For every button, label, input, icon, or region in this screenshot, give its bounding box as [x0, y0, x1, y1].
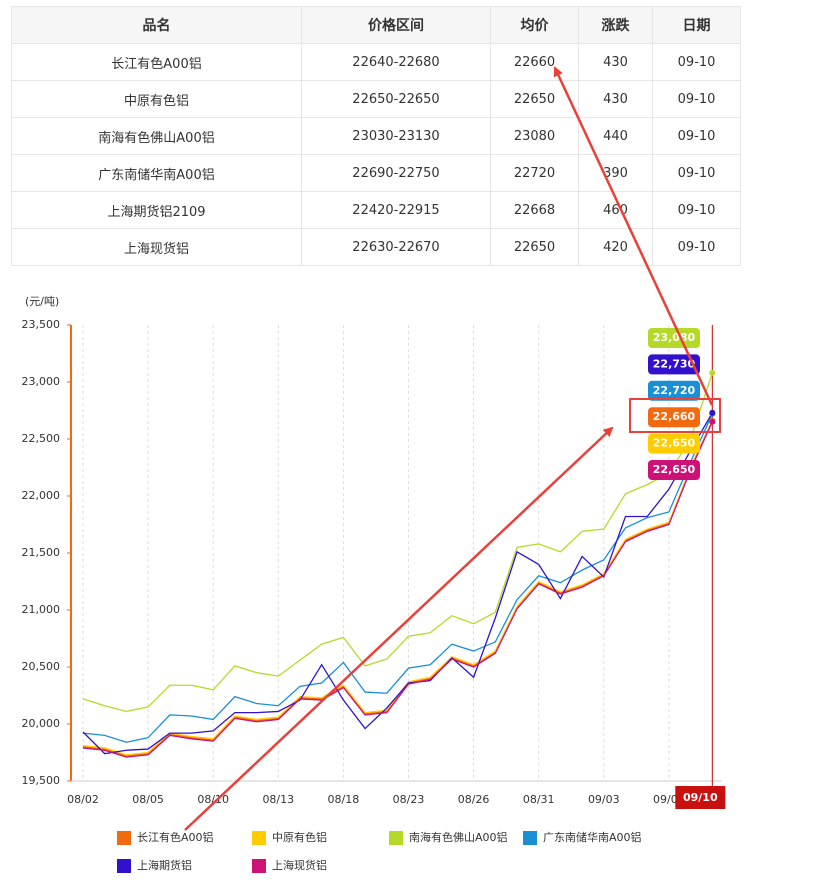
table-row: 中原有色铝 22650-22650 22650 430 09-10 [11, 80, 741, 118]
end-point [709, 409, 716, 416]
table-cell: 390 [578, 154, 653, 192]
table-cell: 09-10 [652, 154, 741, 192]
value-label: 22,720 [653, 384, 696, 397]
series-line [82, 421, 713, 756]
legend-swatch [389, 831, 403, 845]
legend-label: 广东南储华南A00铝 [543, 830, 642, 844]
table-cell: 22650-22650 [301, 80, 491, 118]
legend-label: 上海现货铝 [272, 858, 327, 872]
legend-swatch [117, 859, 131, 873]
legend-label: 中原有色铝 [272, 830, 327, 844]
legend-swatch [252, 831, 266, 845]
table-cell: 广东南储华南A00铝 [11, 154, 302, 192]
value-label: 22,650 [653, 437, 696, 450]
value-badge [648, 433, 700, 454]
value-badge [648, 460, 700, 480]
x-tick-label: 08/18 [328, 793, 360, 806]
column-header: 品名 [11, 6, 302, 44]
highlight-box [629, 398, 721, 433]
table-cell: 中原有色铝 [11, 80, 302, 118]
value-label: 22,660 [653, 410, 696, 423]
legend-label: 南海有色佛山A00铝 [409, 830, 508, 844]
table-cell: 22420-22915 [301, 191, 491, 229]
series-line [82, 372, 713, 713]
value-label: 23,080 [653, 331, 696, 344]
x-tick-label: 08/26 [458, 793, 490, 806]
arrow [553, 66, 714, 406]
y-tick-label: 22,500 [22, 432, 61, 445]
price-table: 品名 价格区间 均价 涨跌 日期 长江有色A00铝 22640-22680 22660 430… [11, 6, 741, 266]
legend-swatch [252, 859, 266, 873]
y-tick-label: 20,000 [22, 717, 61, 730]
header-row: 品名 价格区间 均价 涨跌 日期 [11, 6, 741, 44]
legend-label: 上海期货铝 [137, 858, 192, 872]
legend-swatch [523, 831, 537, 845]
table-cell: 22650 [490, 228, 579, 266]
table-cell: 430 [578, 43, 653, 81]
series-line [82, 421, 713, 758]
table-cell: 430 [578, 80, 653, 118]
table-cell: 22640-22680 [301, 43, 491, 81]
series-line [82, 420, 713, 757]
series-line [82, 412, 713, 755]
legend-swatch [117, 831, 131, 845]
arrow [184, 426, 614, 831]
table-cell: 南海有色佛山A00铝 [11, 117, 302, 155]
table-row: 南海有色佛山A00铝 23030-23130 23080 440 09-10 [11, 117, 741, 155]
y-tick-label: 21,500 [22, 546, 61, 559]
x-tick-label: 08/23 [393, 793, 425, 806]
table-cell: 22660 [490, 43, 579, 81]
end-point [709, 369, 716, 376]
y-tick-label: 23,000 [22, 375, 61, 388]
x-tick-label: 09/03 [588, 793, 620, 806]
value-badge [648, 380, 700, 401]
x-tick-label: 08/05 [132, 793, 164, 806]
table-cell: 23080 [490, 117, 579, 155]
table-cell: 上海期货铝2109 [11, 191, 302, 229]
value-badge [648, 407, 700, 428]
column-header: 日期 [652, 6, 741, 44]
y-tick-label: 21,000 [22, 603, 61, 616]
end-point [709, 418, 716, 425]
y-axis-unit: (元/吨) [25, 295, 59, 308]
x-tick-label: 08/13 [262, 793, 294, 806]
current-date-badge [675, 786, 726, 809]
table-row: 长江有色A00铝 22640-22680 22660 430 09-10 [11, 43, 741, 81]
y-tick-label: 22,000 [22, 489, 61, 502]
table-cell: 09-10 [652, 43, 741, 81]
table-row: 上海现货铝 22630-22670 22650 420 09-10 [11, 228, 741, 266]
table-row: 广东南储华南A00铝 22690-22750 22720 390 09-10 [11, 154, 741, 192]
value-badge [648, 354, 700, 375]
value-label: 22,730 [653, 357, 696, 370]
x-tick-label: 08/31 [523, 793, 555, 806]
table-cell: 上海现货铝 [11, 228, 302, 266]
y-tick-label: 23,500 [22, 318, 61, 331]
annotations [184, 66, 721, 831]
y-tick-label: 20,500 [22, 660, 61, 673]
legend-label: 长江有色A00铝 [137, 830, 214, 844]
table-cell: 09-10 [652, 80, 741, 118]
x-tick-label: 09/10 [683, 791, 718, 804]
series-line [82, 413, 713, 743]
table-cell: 22630-22670 [301, 228, 491, 266]
table-cell: 09-10 [652, 117, 741, 155]
table-cell: 09-10 [652, 228, 741, 266]
x-tick-label: 08/02 [67, 793, 99, 806]
y-tick-label: 19,500 [22, 774, 61, 787]
value-label: 22,650 [653, 463, 696, 476]
value-badge [648, 328, 700, 348]
